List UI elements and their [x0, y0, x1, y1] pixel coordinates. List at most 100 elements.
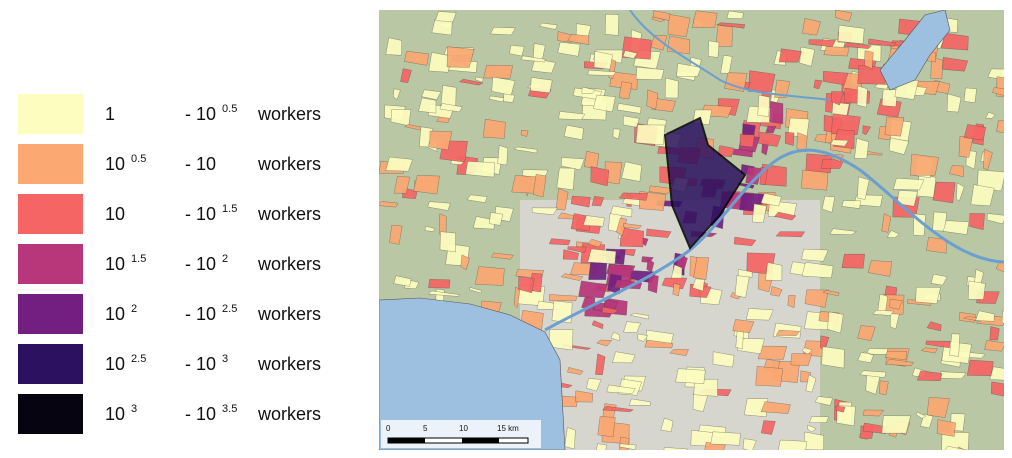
region-patch — [418, 97, 437, 114]
region-patch — [616, 217, 627, 236]
region-patch — [385, 37, 402, 56]
legend-from: 10 2.5 — [105, 353, 146, 374]
region-patch — [676, 63, 702, 77]
region-patch — [404, 50, 429, 66]
region-patch — [590, 166, 610, 187]
region-patch — [575, 390, 594, 403]
region-patch — [843, 42, 872, 49]
region-patch — [489, 212, 504, 226]
legend-to-exp: 3 — [222, 353, 228, 365]
river — [629, 10, 831, 101]
legend-swatch — [18, 294, 83, 334]
region-patch — [710, 431, 741, 446]
region-patch — [623, 223, 642, 229]
region-patch — [708, 40, 720, 58]
region-patch — [469, 287, 483, 294]
legend-from-exp: 2 — [131, 303, 137, 315]
region-patch — [489, 95, 507, 103]
region-patch — [555, 188, 569, 211]
region-patch — [915, 287, 941, 304]
region-patch — [841, 200, 861, 209]
region-patch — [567, 34, 590, 45]
region-patch — [648, 185, 673, 195]
region-patch — [427, 201, 451, 211]
region-patch — [558, 111, 586, 120]
region-patch — [948, 165, 964, 177]
region-patch — [421, 89, 442, 100]
region-patch — [859, 370, 887, 378]
legend-from: 10 1.5 — [105, 253, 146, 274]
region-patch — [769, 101, 784, 125]
region-patch — [619, 443, 637, 450]
region-patch — [692, 278, 705, 292]
region-patch — [857, 65, 886, 85]
region-patch — [936, 419, 956, 437]
region-patch — [581, 86, 596, 94]
region-patch — [790, 353, 813, 366]
region-patch — [949, 333, 960, 357]
region-patch — [830, 139, 849, 147]
region-patch — [804, 289, 829, 308]
region-patch — [917, 370, 943, 381]
region-patch — [801, 248, 829, 262]
legend-to-base: - 10 — [185, 154, 216, 174]
legend-to: - 10 3 — [185, 353, 228, 374]
legend-from: 10 3 — [105, 403, 137, 424]
legend-from-exp: 1.5 — [131, 253, 146, 265]
region-patch — [591, 196, 604, 207]
region-patch — [664, 77, 679, 99]
legend-to: - 10 1.5 — [185, 203, 237, 224]
region-patch — [732, 319, 755, 334]
region-patch — [854, 138, 869, 159]
legend-to: - 10 — [185, 154, 216, 174]
region-patch — [563, 124, 584, 140]
region-patch — [491, 252, 514, 260]
region-patch — [614, 279, 643, 290]
region-patch — [428, 290, 460, 297]
legend-from: 10 0.5 — [105, 153, 146, 174]
region-patch — [801, 262, 834, 279]
region-patch — [518, 276, 535, 294]
region-patch — [660, 417, 674, 432]
region-patch — [884, 350, 907, 361]
region-patch — [813, 79, 823, 89]
legend-to: - 10 3.5 — [185, 403, 237, 424]
region-patch — [831, 91, 844, 106]
region-patch — [857, 325, 876, 341]
region-patch — [963, 87, 977, 103]
region-patch — [400, 68, 412, 83]
legend-swatch — [18, 94, 83, 134]
region-patch — [822, 71, 849, 86]
region-patch — [774, 79, 791, 98]
region-patch — [809, 416, 829, 423]
region-patch — [831, 113, 861, 135]
region-patch — [770, 286, 783, 297]
region-patch — [379, 201, 399, 208]
region-patch — [821, 195, 835, 213]
region-patch — [587, 69, 617, 76]
region-patch — [531, 207, 558, 215]
region-patch — [610, 331, 620, 342]
region-patch — [591, 320, 604, 329]
region-patch — [610, 205, 633, 218]
legend-to-base: - 10 — [185, 304, 216, 324]
legend-unit: workers — [257, 304, 321, 324]
legend-to-base: - 10 — [185, 404, 216, 424]
region-patch — [760, 401, 791, 414]
region-patch — [647, 275, 659, 294]
region-patch — [637, 333, 649, 342]
region-patch — [475, 266, 505, 286]
region-patch — [429, 130, 453, 151]
region-patch — [561, 157, 585, 171]
region-patch — [765, 262, 783, 281]
region-patch — [646, 259, 655, 273]
region-patch — [814, 396, 833, 406]
region-patch — [778, 439, 808, 450]
region-patch — [738, 269, 753, 278]
region-patch — [564, 427, 576, 450]
region-patch — [930, 273, 948, 286]
legend-unit: workers — [257, 254, 321, 274]
scale-bar-segment — [462, 438, 499, 443]
region-patch — [823, 46, 850, 57]
region-patch — [822, 290, 840, 297]
